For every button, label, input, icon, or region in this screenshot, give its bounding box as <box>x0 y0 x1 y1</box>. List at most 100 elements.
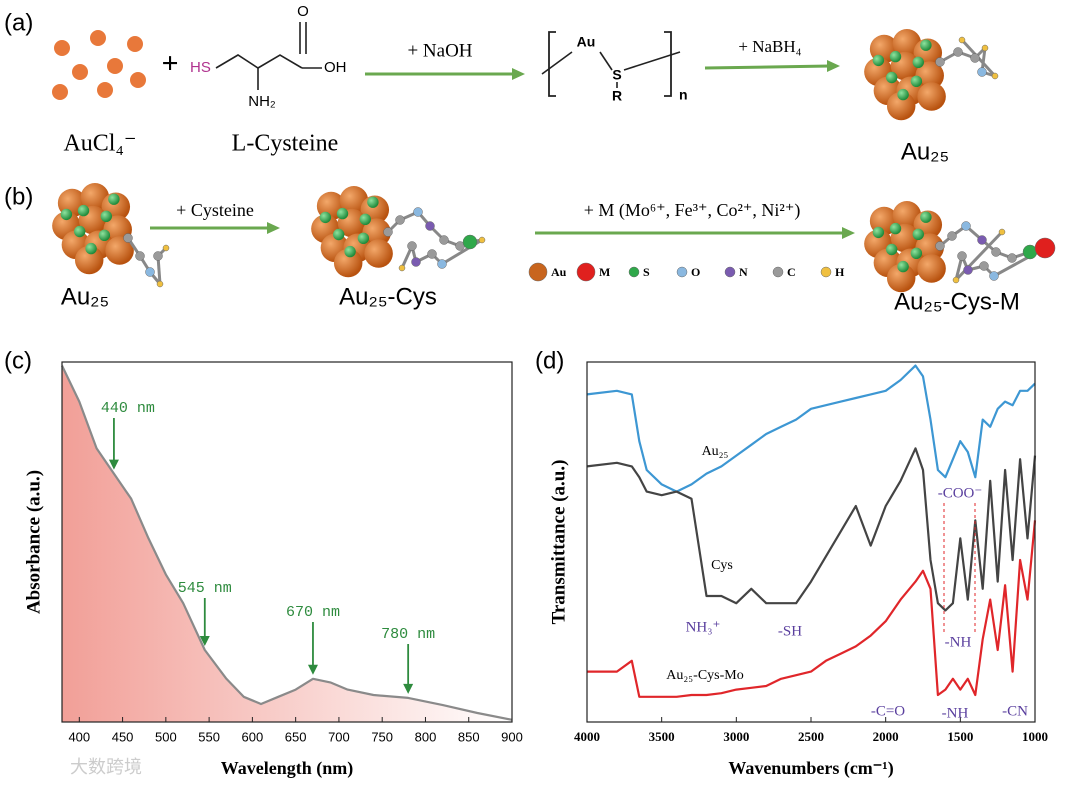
atom-label: NH₂ <box>248 93 276 110</box>
x-tick-label: 3000 <box>723 729 749 744</box>
au-atom <box>915 61 944 90</box>
atom <box>162 244 170 252</box>
arrowhead <box>512 68 525 80</box>
band-label: -C=O <box>871 703 905 719</box>
bond <box>954 230 1004 282</box>
peak-label: 440 nm <box>101 400 155 417</box>
x-tick-label: 2000 <box>873 729 899 744</box>
x-tick-label: 4000 <box>574 729 600 744</box>
legend-swatch <box>724 266 736 278</box>
compound-label: AuCl₄⁻ <box>63 131 136 157</box>
atom <box>935 57 945 67</box>
s-atom <box>897 88 909 101</box>
atom <box>1007 253 1017 263</box>
x-tick-label: 750 <box>371 729 393 744</box>
atom <box>957 251 967 261</box>
atom <box>947 231 957 241</box>
ligand <box>123 233 170 288</box>
atom <box>145 267 155 277</box>
peak-arrowhead <box>199 636 210 646</box>
y-axis-label: Absorbance (a.u.) <box>23 470 44 614</box>
legend-swatch <box>628 266 640 278</box>
atom <box>153 251 163 261</box>
atom <box>123 233 133 243</box>
atom <box>979 261 989 271</box>
atom-label: n <box>679 87 688 103</box>
legend-swatch <box>820 266 832 278</box>
x-tick-label: 3500 <box>649 729 675 744</box>
panel-label: (c) <box>4 347 32 374</box>
x-tick-label: 1000 <box>1022 729 1048 744</box>
au-atom <box>917 82 946 111</box>
atom <box>991 247 1001 257</box>
s-atom <box>100 210 113 222</box>
atom <box>970 53 980 63</box>
band-label: -CN <box>1002 703 1028 719</box>
x-axis-label: Wavelength (nm) <box>221 758 354 779</box>
atom <box>989 271 999 281</box>
x-tick-label: 500 <box>155 729 177 744</box>
peak-label: 780 nm <box>381 626 435 643</box>
plot-frame <box>61 361 513 723</box>
compound-label: Au₂₅-Cys-M <box>894 288 1020 315</box>
au-atom <box>364 239 393 268</box>
atom <box>135 251 145 261</box>
s-atom <box>108 193 120 205</box>
x-tick-label: 400 <box>68 729 90 744</box>
au25-cluster <box>864 29 946 121</box>
legend-label: M <box>599 265 610 279</box>
s-atom <box>920 39 932 51</box>
ligand <box>935 221 1056 284</box>
ligand <box>935 36 999 80</box>
au-atom <box>74 245 104 275</box>
bond <box>623 51 681 71</box>
peak-label: 670 nm <box>286 604 340 621</box>
atom <box>1034 237 1056 259</box>
y-axis-label: Transmittance (a.u.) <box>548 460 569 625</box>
atom <box>977 67 987 77</box>
aucl4-dots <box>52 30 146 100</box>
s-atom <box>920 211 932 223</box>
x-tick-label: 2500 <box>798 729 824 744</box>
x-tick-label: 1500 <box>947 729 973 744</box>
x-tick-label: 800 <box>415 729 437 744</box>
s-atom <box>74 225 86 238</box>
legend-label: N <box>739 265 748 279</box>
au-atom <box>886 91 916 121</box>
atom <box>963 265 973 275</box>
peak-label: 545 nm <box>178 580 232 597</box>
legend-label: H <box>835 265 845 279</box>
s-atom <box>367 196 379 208</box>
s-atom <box>872 226 885 239</box>
watermark: 大数跨境 <box>70 757 142 777</box>
au-atom <box>915 233 944 262</box>
data-line <box>586 364 1036 493</box>
atom <box>977 235 987 245</box>
atom-label: O <box>297 3 309 20</box>
s-atom <box>319 211 332 224</box>
area-fill <box>62 365 512 722</box>
atom-label: R <box>612 88 622 104</box>
panel-label: (a) <box>4 9 33 36</box>
au-atom <box>105 236 134 265</box>
x-tick-label: 650 <box>285 729 307 744</box>
atom-label: HS <box>190 59 211 76</box>
plus: + <box>161 47 178 80</box>
atom <box>991 72 999 80</box>
atom <box>958 36 966 44</box>
plot-frame <box>586 361 1036 723</box>
peak-arrowhead <box>307 664 318 675</box>
atom <box>427 249 437 259</box>
compound-label: Au₂₅-Cys <box>339 283 437 310</box>
arrowhead <box>827 60 840 72</box>
atom <box>952 276 960 284</box>
s-atom <box>85 242 97 255</box>
x-tick-label: 700 <box>328 729 350 744</box>
s-atom <box>886 71 898 84</box>
atom-label: Au <box>577 34 596 50</box>
compound-label: Au₂₅ <box>61 283 109 310</box>
x-tick-label: 850 <box>458 729 480 744</box>
arrow <box>704 64 831 70</box>
series-label: Au₂₅-Cys-Mo <box>666 668 743 683</box>
bond <box>599 51 613 71</box>
